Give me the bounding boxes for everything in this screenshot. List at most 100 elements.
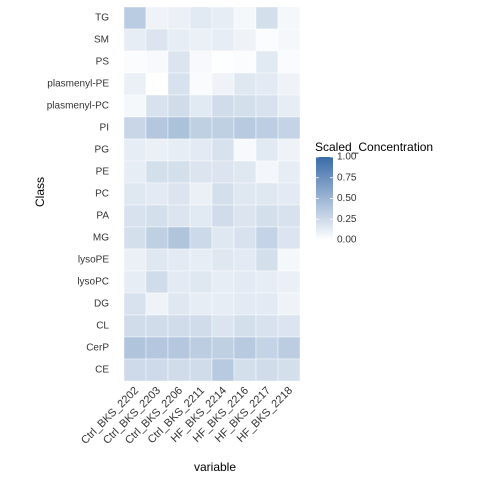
y-tick-label: CerP xyxy=(86,343,109,354)
heatmap-cell xyxy=(123,292,147,316)
heatmap-cell xyxy=(145,358,169,382)
y-tick-label: CL xyxy=(96,321,109,332)
heatmap-cell xyxy=(145,336,169,360)
colorbar-tick-label: 1.00 xyxy=(337,152,357,163)
heatmap-cell xyxy=(189,314,213,338)
heatmap-cell xyxy=(145,72,169,96)
y-tick-label: plasmenyl-PC xyxy=(47,101,109,112)
y-tick-label: lysoPC xyxy=(77,277,109,288)
heatmap-cell xyxy=(189,72,213,96)
heatmap-cell xyxy=(277,94,301,118)
heatmap-cell xyxy=(145,50,169,74)
heatmap-cell xyxy=(255,160,279,184)
y-tick-label: SM xyxy=(94,35,109,46)
y-tick-label: MG xyxy=(93,233,109,244)
heatmap-cell xyxy=(277,358,301,382)
heatmap-cell xyxy=(189,160,213,184)
heatmap-cell xyxy=(123,138,147,162)
heatmap-cell xyxy=(167,72,191,96)
y-tick-label: plasmenyl-PE xyxy=(47,79,109,90)
heatmap-cell xyxy=(189,204,213,228)
heatmap-cell xyxy=(255,248,279,272)
heatmap-cell xyxy=(123,226,147,250)
heatmap-cell xyxy=(277,116,301,140)
heatmap-cell xyxy=(145,160,169,184)
heatmap-cell xyxy=(167,94,191,118)
heatmap-cell xyxy=(211,292,235,316)
heatmap-cell xyxy=(189,248,213,272)
heatmap-cell xyxy=(145,138,169,162)
colorbar-tick-label: 0.50 xyxy=(337,193,357,204)
heatmap-cell xyxy=(123,50,147,74)
heatmap-cell xyxy=(211,270,235,294)
heatmap-cell xyxy=(211,248,235,272)
heatmap-cell xyxy=(233,72,257,96)
heatmap-cell xyxy=(211,50,235,74)
heatmap-cell xyxy=(233,6,257,30)
heatmap-cell xyxy=(233,358,257,382)
heatmap-cell xyxy=(233,336,257,360)
heatmap-cell xyxy=(167,314,191,338)
heatmap-cell xyxy=(211,160,235,184)
heatmap-cell xyxy=(277,292,301,316)
heatmap-cell xyxy=(145,314,169,338)
heatmap-cell xyxy=(189,94,213,118)
heatmap-cell xyxy=(167,116,191,140)
heatmap-cell xyxy=(211,94,235,118)
heatmap-cell xyxy=(167,182,191,206)
heatmap-cell xyxy=(255,50,279,74)
heatmap-cell xyxy=(211,116,235,140)
heatmap-cell xyxy=(145,226,169,250)
heatmap-cell xyxy=(233,314,257,338)
heatmap-cell xyxy=(233,94,257,118)
heatmap-cell xyxy=(145,292,169,316)
heatmap-cell xyxy=(211,358,235,382)
heatmap-cell xyxy=(123,270,147,294)
y-tick-labels: TG SM PS plasmenyl-PE plasmenyl-PC PI PG PE PC PA… xyxy=(47,13,110,376)
heatmap-cell xyxy=(277,50,301,74)
heatmap-cell xyxy=(167,358,191,382)
heatmap-cell xyxy=(167,292,191,316)
heatmap-cell xyxy=(277,314,301,338)
heatmap-cell xyxy=(255,358,279,382)
heatmap-cell xyxy=(189,28,213,52)
heatmap-cell xyxy=(211,226,235,250)
heatmap-cell xyxy=(123,160,147,184)
y-tick-label: PG xyxy=(95,145,110,156)
colorbar-tick-label: 0.00 xyxy=(337,235,357,246)
heatmap-cell xyxy=(255,116,279,140)
heatmap-cell xyxy=(189,6,213,30)
heatmap-cell xyxy=(189,358,213,382)
heatmap-cell xyxy=(145,248,169,272)
heatmap-cell xyxy=(189,182,213,206)
heatmap-cell xyxy=(167,270,191,294)
heatmap-cell xyxy=(123,28,147,52)
heatmap-cell xyxy=(189,50,213,74)
heatmap-cell xyxy=(277,270,301,294)
heatmap-cell xyxy=(277,6,301,30)
heatmap-cell xyxy=(189,138,213,162)
colorbar-legend: Scaled_Concentration 1.00 0.75 0.50 0.25 0.0… xyxy=(315,140,433,246)
heatmap-cell xyxy=(211,314,235,338)
heatmap-cell xyxy=(167,160,191,184)
y-tick-label: PI xyxy=(100,123,109,134)
heatmap-cell xyxy=(123,116,147,140)
heatmap-cell xyxy=(123,204,147,228)
heatmap-cell xyxy=(211,72,235,96)
y-tick-label: DG xyxy=(94,299,109,310)
heatmap-cell xyxy=(123,248,147,272)
heatmap-cell xyxy=(255,72,279,96)
heatmap-cell xyxy=(233,28,257,52)
heatmap-cell xyxy=(189,292,213,316)
heatmap-cell xyxy=(255,138,279,162)
heatmap-cell xyxy=(277,72,301,96)
heatmap-cell xyxy=(123,314,147,338)
heatmap-cell xyxy=(255,314,279,338)
heatmap-cell xyxy=(189,226,213,250)
y-tick-label: PE xyxy=(96,167,110,178)
heatmap-cell xyxy=(167,28,191,52)
heatmap-cell xyxy=(255,336,279,360)
heatmap-cell xyxy=(211,6,235,30)
heatmap-cell xyxy=(277,160,301,184)
colorbar-ticks: 1.00 0.75 0.50 0.25 0.00 xyxy=(316,152,357,246)
